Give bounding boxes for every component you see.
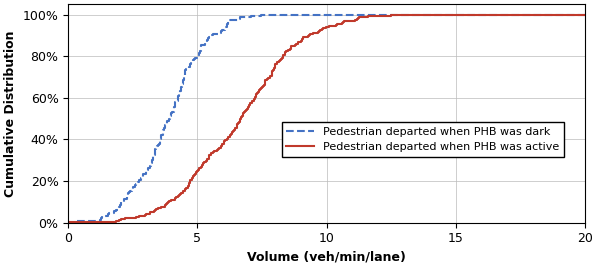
Line: Pedestrian departed when PHB was active: Pedestrian departed when PHB was active (68, 14, 585, 222)
Pedestrian departed when PHB was dark (143, 168, 150, 172)
Pedestrian departed when PHB was dark (99, 214, 106, 217)
Pedestrian departed when PHB was dark (177, 85, 184, 88)
Line: Pedestrian departed when PHB was dark: Pedestrian departed when PHB was dark (68, 14, 585, 222)
Pedestrian departed when PHB was active (206, 154, 213, 157)
Pedestrian departed when PHB was active (581, 13, 589, 16)
Pedestrian departed when PHB was dark (127, 189, 134, 192)
Y-axis label: Cumulative Distribution: Cumulative Distribution (4, 30, 17, 197)
Pedestrian departed when PHB was active (281, 52, 288, 55)
Pedestrian departed when PHB was dark (179, 81, 186, 84)
Pedestrian departed when PHB was dark (151, 149, 158, 152)
Pedestrian departed when PHB was active (315, 29, 322, 33)
Pedestrian departed when PHB was active (265, 76, 272, 79)
Pedestrian departed when PHB was active (325, 24, 333, 27)
Legend: Pedestrian departed when PHB was dark, Pedestrian departed when PHB was active: Pedestrian departed when PHB was dark, P… (282, 122, 564, 157)
Pedestrian departed when PHB was active (64, 221, 72, 224)
X-axis label: Volume (veh/min/lane): Volume (veh/min/lane) (247, 251, 406, 264)
Pedestrian departed when PHB was dark (581, 13, 589, 16)
Pedestrian departed when PHB was active (451, 13, 458, 16)
Pedestrian departed when PHB was dark (257, 13, 264, 16)
Pedestrian departed when PHB was dark (64, 221, 72, 224)
Pedestrian departed when PHB was active (333, 23, 340, 26)
